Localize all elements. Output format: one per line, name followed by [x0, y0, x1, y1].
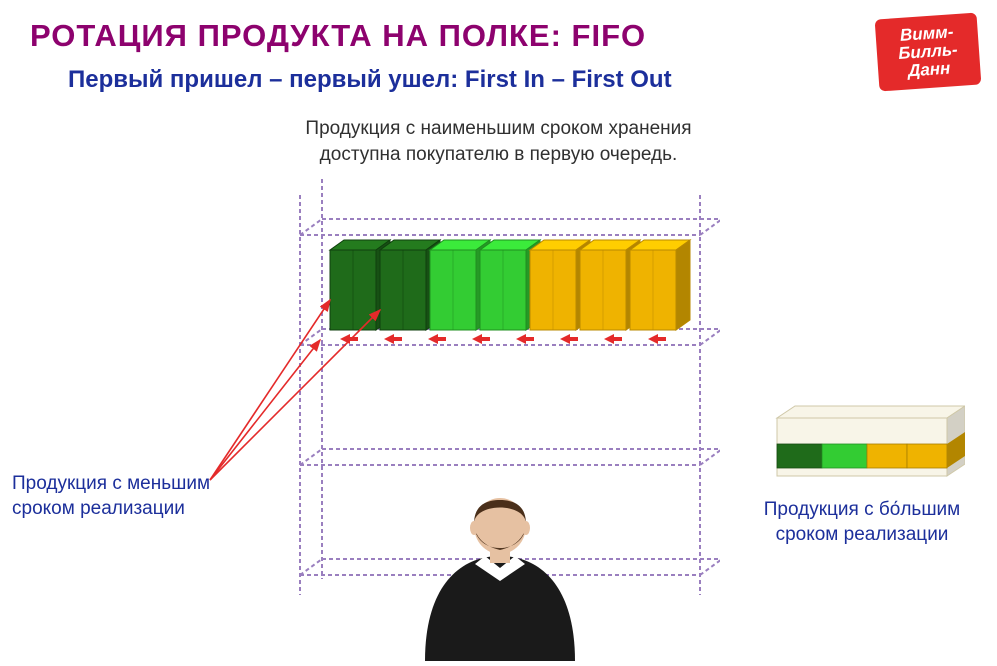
description-block: Продукция с наименьшим сроком хранения д…: [0, 116, 997, 167]
legend-block: [775, 404, 965, 482]
logo-line3: Данн: [907, 58, 951, 80]
callout-left-line1: Продукция с меньшим: [12, 473, 210, 494]
description-line2: доступна покупателю в первую очередь.: [320, 144, 678, 165]
callout-left-line2: сроком реализации: [12, 498, 185, 519]
person-svg: [405, 486, 595, 661]
subtitle-text: Первый пришел – первый ушел: First In – …: [68, 66, 672, 93]
brand-logo: Вимм- Билль- Данн: [875, 13, 982, 92]
callout-right-line2: сроком реализации: [776, 524, 949, 545]
page-title: РОТАЦИЯ ПРОДУКТА НА ПОЛКЕ: FIFO: [30, 18, 646, 54]
description-line1: Продукция с наименьшим сроком хранения: [305, 118, 691, 139]
callout-left: Продукция с меньшим сроком реализации: [12, 472, 262, 521]
legend-block-svg: [775, 404, 965, 482]
person-silhouette: [405, 486, 595, 661]
page-subtitle: Первый пришел – первый ушел: First In – …: [68, 66, 672, 94]
callout-right: Продукция с бо́льшим сроком реализации: [747, 498, 977, 547]
title-text: РОТАЦИЯ ПРОДУКТА НА ПОЛКЕ: FIFO: [30, 18, 646, 53]
callout-right-line1: Продукция с бо́льшим: [764, 499, 960, 520]
